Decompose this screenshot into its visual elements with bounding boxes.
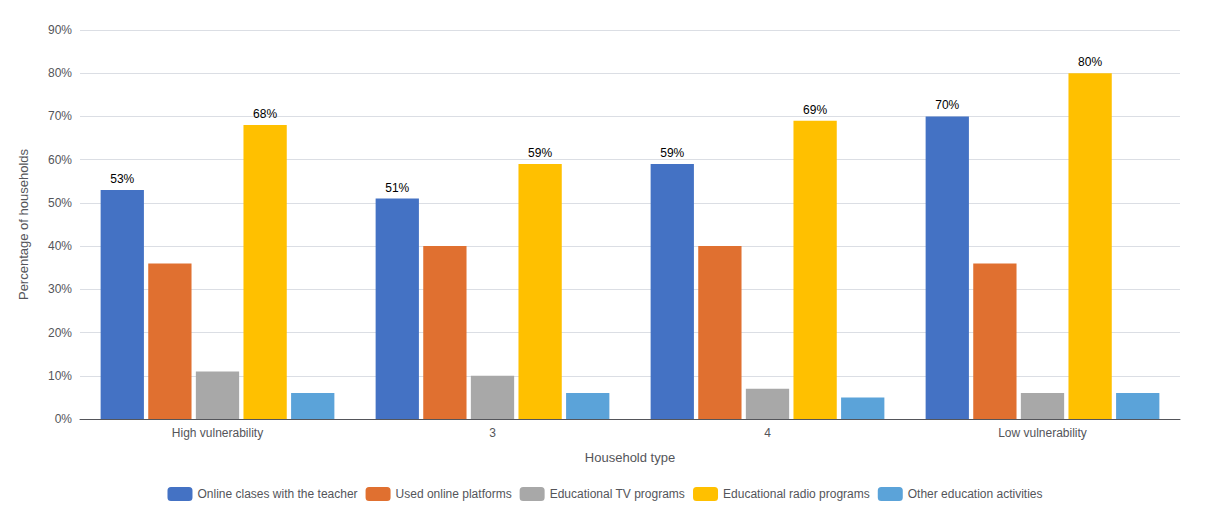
svg-text:10%: 10%: [48, 369, 72, 383]
svg-text:3: 3: [489, 426, 496, 440]
svg-text:90%: 90%: [48, 23, 72, 37]
svg-text:40%: 40%: [48, 239, 72, 253]
svg-text:60%: 60%: [48, 153, 72, 167]
svg-text:Low vulnerability: Low vulnerability: [998, 426, 1087, 440]
svg-text:51%: 51%: [385, 181, 409, 195]
svg-text:0%: 0%: [55, 412, 73, 426]
svg-text:High vulnerability: High vulnerability: [172, 426, 263, 440]
svg-text:4: 4: [764, 426, 771, 440]
svg-text:Educational TV programs: Educational TV programs: [550, 487, 685, 501]
svg-text:Other education activities: Other education activities: [908, 487, 1043, 501]
svg-text:70%: 70%: [48, 109, 72, 123]
svg-text:80%: 80%: [48, 66, 72, 80]
svg-text:20%: 20%: [48, 326, 72, 340]
svg-text:69%: 69%: [803, 103, 827, 117]
svg-text:59%: 59%: [660, 146, 684, 160]
svg-text:53%: 53%: [110, 172, 134, 186]
svg-text:59%: 59%: [528, 146, 552, 160]
svg-text:Used online platforms: Used online platforms: [396, 487, 512, 501]
svg-text:68%: 68%: [253, 107, 277, 121]
svg-text:Percentage of households: Percentage of households: [16, 148, 31, 300]
svg-text:50%: 50%: [48, 196, 72, 210]
svg-text:80%: 80%: [1078, 55, 1102, 69]
svg-text:70%: 70%: [935, 98, 959, 112]
svg-text:Household type: Household type: [585, 450, 675, 465]
svg-text:Educational radio programs: Educational radio programs: [723, 487, 870, 501]
svg-text:30%: 30%: [48, 282, 72, 296]
svg-text:Online clases with the teacher: Online clases with the teacher: [197, 487, 357, 501]
